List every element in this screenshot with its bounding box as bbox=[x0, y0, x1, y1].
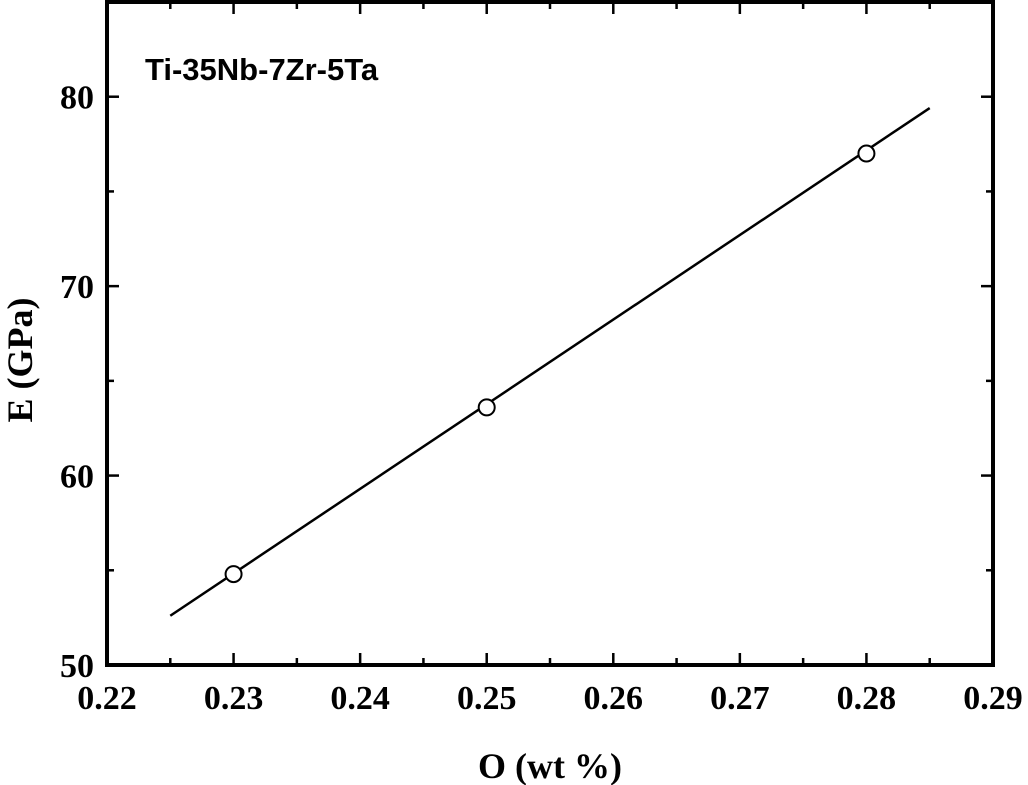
x-tick-label: 0.27 bbox=[710, 680, 770, 717]
ticks bbox=[105, 0, 995, 667]
data-point bbox=[477, 398, 496, 417]
x-tick-label: 0.28 bbox=[837, 680, 897, 717]
x-tick-label: 0.25 bbox=[457, 680, 517, 717]
y-tick-label: 60 bbox=[60, 459, 94, 496]
data-point bbox=[857, 144, 876, 163]
data-point bbox=[224, 565, 243, 584]
plot-frame bbox=[105, 0, 995, 667]
alloy-annotation: Ti-35Nb-7Zr-5Ta bbox=[145, 52, 379, 87]
x-tick-label: 0.23 bbox=[204, 680, 264, 717]
x-axis-title: O (wt %) bbox=[478, 746, 622, 785]
x-tick-label: 0.22 bbox=[77, 680, 137, 717]
y-tick-label: 50 bbox=[60, 648, 94, 685]
data-points bbox=[224, 144, 876, 584]
x-tick-label: 0.29 bbox=[963, 680, 1023, 717]
y-tick-label: 80 bbox=[60, 80, 94, 117]
x-tick-label: 0.24 bbox=[330, 680, 390, 717]
y-axis-title: E (GPa) bbox=[0, 298, 40, 423]
x-tick-label: 0.26 bbox=[584, 680, 644, 717]
y-tick-label: 70 bbox=[60, 269, 94, 306]
fit-line bbox=[169, 107, 931, 617]
tick-labels: 0.22 0.23 0.24 0.25 0.26 0.27 0.28 0.29 50 60 70 80 bbox=[60, 80, 1023, 717]
